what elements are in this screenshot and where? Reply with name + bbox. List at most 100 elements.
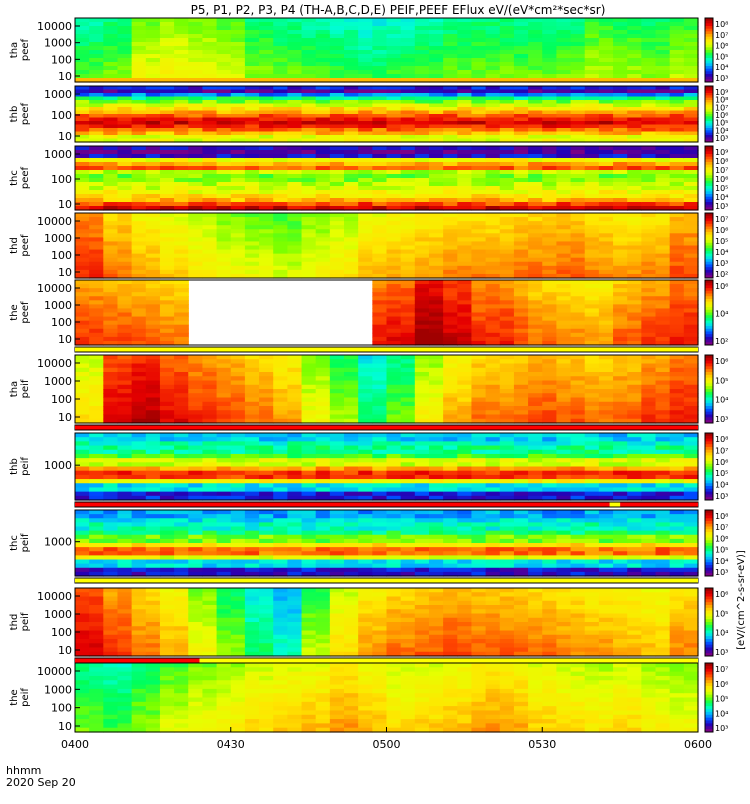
heatmap-cell [684, 471, 699, 476]
heatmap-cell [656, 364, 671, 369]
heatmap-cell [585, 166, 600, 171]
heatmap-cell [429, 241, 444, 246]
heatmap-cell [344, 194, 359, 199]
y-axis-product-label: peif [20, 379, 31, 398]
heatmap-cell [160, 202, 175, 207]
heatmap-cell [188, 355, 203, 360]
heatmap-cell [486, 202, 501, 207]
heatmap-cell [500, 321, 515, 326]
heatmap-cell [174, 368, 189, 373]
heatmap-cell [500, 58, 515, 63]
heatmap-cell [174, 300, 189, 305]
heatmap-cell [500, 34, 515, 39]
heatmap-cell [415, 121, 430, 125]
heatmap-cell [117, 254, 132, 259]
heatmap-cell [684, 406, 699, 411]
heatmap-cell [387, 254, 402, 259]
heatmap-cell [316, 121, 331, 125]
heatmap-cell [89, 437, 104, 442]
heatmap-cell [641, 376, 656, 381]
heatmap-cell [542, 475, 557, 480]
heatmap-cell [528, 415, 543, 420]
heatmap-cell [684, 246, 699, 251]
heatmap-cell [358, 475, 373, 480]
heatmap-cell [443, 107, 458, 111]
colorbar-tick-label: 10⁴ [715, 310, 728, 319]
heatmap-cell [132, 337, 147, 342]
heatmap-cell [429, 471, 444, 476]
heatmap-cell [571, 93, 586, 97]
heatmap-cell [344, 42, 359, 47]
heatmap-cell [429, 458, 444, 463]
heatmap-cell [571, 166, 586, 171]
heatmap-cell [103, 190, 118, 195]
heatmap-cell [471, 308, 486, 313]
heatmap-cell [160, 154, 175, 159]
y-axis-product-label: peef [20, 102, 31, 125]
heatmap-cell [75, 213, 90, 218]
heatmap-cell [387, 42, 402, 47]
heatmap-cell [302, 368, 317, 373]
heatmap-cell [358, 90, 373, 94]
heatmap-cell [585, 437, 600, 442]
heatmap-cell [443, 237, 458, 242]
heatmap-cell [401, 292, 416, 297]
heatmap-cell [231, 262, 246, 267]
heatmap-cell [429, 313, 444, 318]
heatmap-cell [217, 359, 232, 364]
heatmap-cell [287, 150, 302, 155]
heatmap-cell [627, 483, 642, 488]
heatmap-cell [287, 270, 302, 275]
heatmap-cell [344, 217, 359, 222]
heatmap-cell [627, 381, 642, 386]
heatmap-cell [160, 402, 175, 407]
heatmap-cell [160, 170, 175, 175]
heatmap-cell [146, 107, 161, 111]
y-tick-label: 1000 [44, 88, 72, 101]
heatmap-cell [500, 22, 515, 27]
heatmap-cell [599, 225, 614, 230]
heatmap-cell [457, 258, 472, 263]
heatmap-cell [599, 74, 614, 79]
heatmap-cell [316, 128, 331, 132]
heatmap-cell [245, 34, 260, 39]
heatmap-cell [415, 296, 430, 301]
heatmap-cell [514, 58, 529, 63]
heatmap-cell [670, 213, 685, 218]
heatmap-cell [160, 229, 175, 234]
heatmap-cell [599, 162, 614, 167]
heatmap-cell [500, 446, 515, 451]
heatmap-cell [174, 471, 189, 476]
heatmap-cell [316, 104, 331, 108]
heatmap-cell [556, 166, 571, 171]
heatmap-cell [641, 50, 656, 55]
heatmap-cell [174, 337, 189, 342]
heatmap-cell [429, 410, 444, 415]
heatmap-cell [103, 50, 118, 55]
heatmap-cell [627, 213, 642, 218]
heatmap-cell [316, 410, 331, 415]
heatmap-cell [89, 22, 104, 27]
heatmap-cell [415, 229, 430, 234]
heatmap-cell [429, 30, 444, 35]
heatmap-cell [344, 233, 359, 238]
heatmap-cell [656, 70, 671, 75]
heatmap-cell [202, 46, 217, 51]
heatmap-cell [627, 359, 642, 364]
heatmap-cell [245, 385, 260, 390]
heatmap-cell [188, 270, 203, 275]
heatmap-cell [75, 475, 90, 480]
heatmap-cell [316, 162, 331, 167]
y-axis-probe-label: thb [9, 106, 20, 123]
heatmap-cell [188, 202, 203, 207]
y-tick-label: 10 [58, 333, 72, 346]
heatmap-cell [571, 125, 586, 129]
heatmap-cell [514, 237, 529, 242]
heatmap-cell [443, 66, 458, 71]
heatmap-cell [132, 479, 147, 484]
heatmap-cell [585, 194, 600, 199]
heatmap-cell [556, 487, 571, 492]
heatmap-cell [457, 250, 472, 255]
heatmap-cell [500, 317, 515, 322]
heatmap-cell [641, 66, 656, 71]
